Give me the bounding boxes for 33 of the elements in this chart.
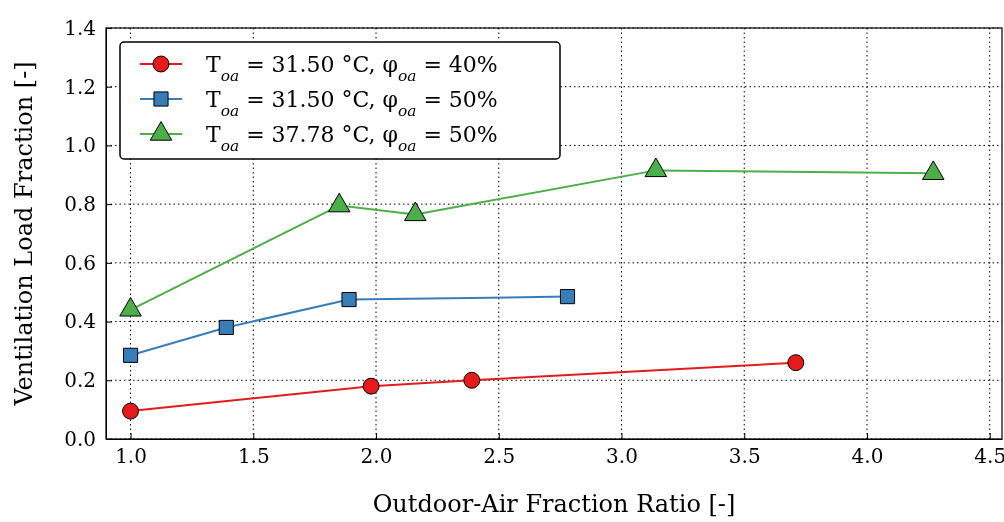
x-tick-label: 4.0 [851, 444, 884, 469]
y-tick-label: 0.4 [64, 309, 96, 334]
x-tick-label: 1.5 [237, 444, 270, 469]
x-tick-label: 4.5 [974, 444, 1004, 469]
point [122, 402, 140, 420]
y-tick-label: 1.2 [64, 74, 96, 99]
point [922, 160, 945, 181]
legend-label: T$_{oa}$ = 31.50 °C, φ$_{oa}$ = 40% [206, 52, 498, 85]
y-tick-label: 1.4 [64, 15, 96, 40]
point [327, 192, 351, 213]
y-tick-label: 0.8 [64, 192, 96, 217]
y-tick-label: 0.6 [64, 250, 96, 275]
point [404, 201, 427, 222]
x-axis-title: Outdoor-Air Fraction Ratio [-] [372, 490, 736, 518]
point [362, 377, 380, 395]
y-tick-label: 0.0 [64, 426, 96, 451]
point [341, 291, 357, 308]
point [559, 289, 576, 305]
x-tick-label: 2.5 [483, 444, 516, 469]
x-tick-label: 3.5 [728, 444, 761, 469]
legend-label: T$_{oa}$ = 37.78 °C, φ$_{oa}$ = 50% [206, 122, 498, 155]
point [787, 354, 805, 372]
point [463, 371, 481, 389]
point [218, 319, 234, 336]
legend-label: T$_{oa}$ = 31.50 °C, φ$_{oa}$ = 50% [206, 87, 498, 120]
x-tick-label: 2.0 [360, 444, 393, 469]
x-tick-label: 3.0 [606, 444, 638, 469]
y-tick-label: 1.0 [64, 133, 96, 158]
y-axis-title: Ventilation Load Fraction [-] [10, 61, 38, 407]
point [122, 347, 139, 363]
x-tick-label: 1.0 [115, 444, 147, 469]
point [644, 157, 668, 178]
y-tick-label: 0.2 [64, 368, 96, 393]
